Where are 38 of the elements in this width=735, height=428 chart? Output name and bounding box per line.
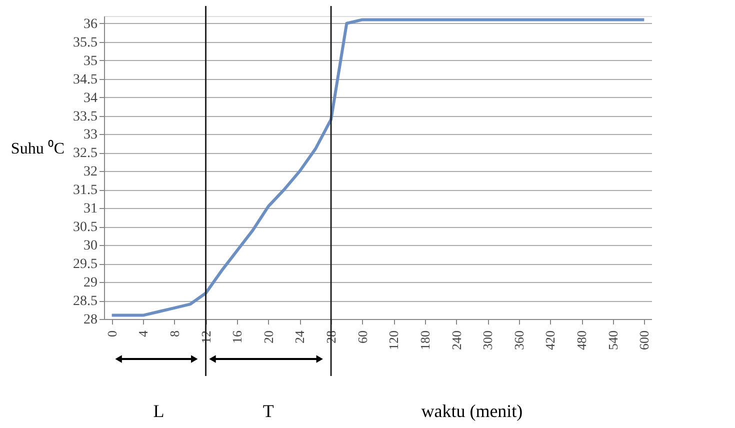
x-tick-label: 480 [574, 330, 590, 350]
y-axis-title: Suhu ⁰C [10, 140, 64, 158]
x-tick-label: 16 [230, 330, 245, 344]
y-tick-label: 35 [84, 54, 98, 69]
text: T [262, 401, 274, 421]
x-tick-label: 60 [354, 330, 370, 344]
y-tick-label: 35.5 [73, 35, 98, 50]
x-tick-label: 4 [136, 330, 151, 337]
x-tick-label: 24 [292, 330, 308, 344]
x-tick-label: 20 [260, 330, 276, 344]
y-tick-label: 33.5 [73, 109, 98, 124]
y-tick-label: 36 [84, 16, 98, 32]
y-tick-label: 30.5 [73, 220, 98, 236]
x-tick-label: 540 [605, 330, 620, 350]
x-tick-label: 240 [448, 330, 464, 350]
y-tick-label: 31.5 [73, 183, 98, 198]
y-tick-label: 34 [84, 90, 98, 106]
x-tick-label: 120 [386, 330, 402, 350]
y-tick-label: 28 [84, 312, 98, 328]
y-tick-label: 32 [84, 164, 98, 180]
y-tick-label: 31 [84, 202, 98, 217]
x-axis-title: waktu (menit) [421, 401, 523, 421]
x-tick-label: 300 [480, 330, 496, 350]
y-tick-label: 28.5 [73, 294, 98, 310]
y-tick-label: 30 [84, 238, 98, 254]
line-series [110, 18, 646, 317]
y-tick-label: 33 [84, 128, 98, 143]
x-tick-label: 8 [166, 330, 182, 337]
x-tick-label: 360 [511, 330, 526, 350]
y-tick-label: 29 [84, 276, 98, 291]
x-tick-label: 600 [636, 330, 652, 350]
y-tick-label: 34.5 [73, 72, 98, 88]
y-tick-label: 29.5 [73, 257, 98, 272]
x-tick-label: 180 [417, 330, 432, 350]
y-tick-label: 32.5 [73, 146, 98, 162]
text: L [153, 401, 164, 421]
x-tick-label: 420 [542, 330, 558, 350]
x-tick-label: 0 [104, 330, 120, 337]
